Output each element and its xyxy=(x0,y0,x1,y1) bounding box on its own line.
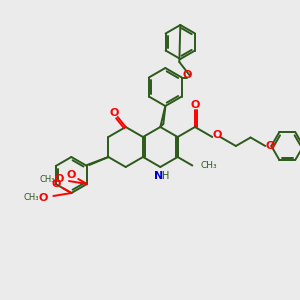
Text: O: O xyxy=(213,130,222,140)
Text: O: O xyxy=(39,193,48,203)
Text: N: N xyxy=(154,171,163,181)
Text: O: O xyxy=(182,70,191,80)
Text: O: O xyxy=(110,108,119,118)
Text: O: O xyxy=(51,179,61,189)
Text: O: O xyxy=(54,174,64,184)
Text: H: H xyxy=(162,171,169,181)
Text: CH₃: CH₃ xyxy=(24,194,39,202)
Text: CH₃: CH₃ xyxy=(39,175,55,184)
Text: O: O xyxy=(266,141,275,151)
Text: O: O xyxy=(190,100,200,110)
Text: O: O xyxy=(67,170,76,180)
Text: CH₃: CH₃ xyxy=(200,161,217,170)
